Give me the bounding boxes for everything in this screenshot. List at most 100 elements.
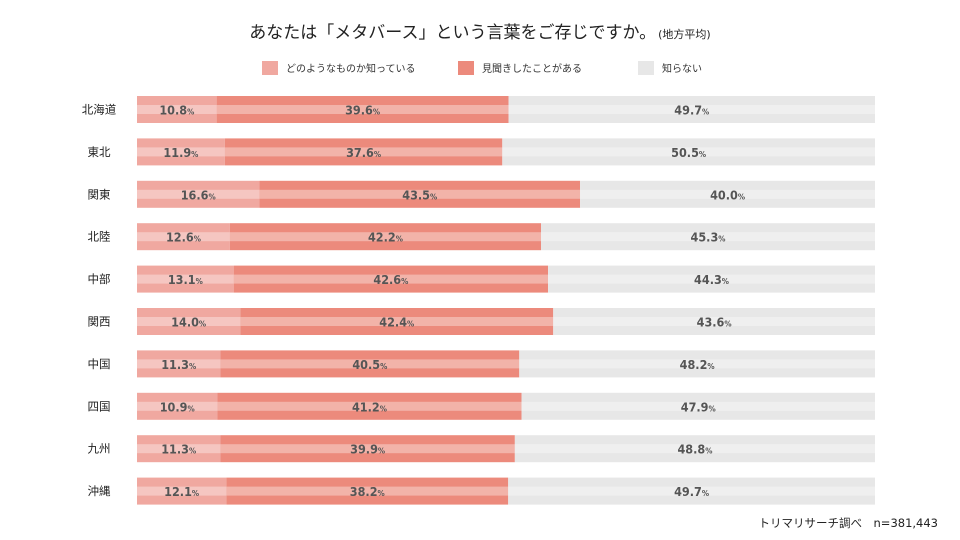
- data-label-heard: 42.4%: [379, 315, 414, 330]
- bar-segment-dont-know: [508, 477, 875, 505]
- legend-swatch-know-well: [262, 60, 278, 75]
- data-label-know-well: 11.9%: [163, 145, 198, 160]
- bar-stripe-know-well: [137, 232, 230, 242]
- data-label-heard: 39.6%: [345, 103, 380, 118]
- bar-segment-know-well: [137, 223, 230, 251]
- category-label: 四国: [88, 399, 111, 413]
- data-label-know-well: 12.6%: [166, 230, 201, 245]
- bar-segment-dont-know: [514, 435, 875, 463]
- bar-stripe-heard: [226, 486, 509, 496]
- chart-title: あなたは「メタバース」という言葉をご存じですか。 (地方平均): [0, 18, 960, 43]
- data-label-know-well: 16.6%: [181, 187, 216, 202]
- legend-item-heard: 見聞きしたことがある: [458, 60, 582, 75]
- bar-stripe-dont-know: [502, 147, 875, 157]
- data-label-heard: 39.9%: [350, 442, 385, 457]
- bar-segment-dont-know: [502, 138, 875, 166]
- legend-label-know-well: どのようなものか知っている: [286, 64, 416, 75]
- bar-stripe-dont-know: [514, 444, 875, 454]
- category-label: 北海道: [82, 103, 117, 117]
- bar-segment-dont-know: [508, 96, 875, 123]
- data-label-heard: 40.5%: [352, 357, 387, 372]
- bar-stripe-heard: [229, 232, 542, 242]
- category-label: 関西: [88, 315, 111, 329]
- chart-title-text: あなたは「メタバース」という言葉をご存じですか。: [249, 23, 657, 43]
- data-label-dont-know: 47.9%: [681, 399, 716, 414]
- bar-segment-heard: [229, 223, 542, 251]
- bar-segment-heard: [224, 138, 503, 166]
- bar-segment-heard: [220, 435, 515, 463]
- category-label: 中部: [88, 272, 111, 286]
- bar-stripe-know-well: [137, 274, 234, 284]
- bar-stripe-heard: [220, 359, 520, 369]
- bar-stripe-heard: [216, 105, 509, 114]
- bar-segment-dont-know: [548, 265, 875, 293]
- data-label-know-well: 10.8%: [159, 103, 194, 118]
- bar-stripe-dont-know: [521, 401, 875, 411]
- data-label-heard: 37.6%: [346, 145, 381, 160]
- bar-stripe-know-well: [137, 486, 227, 496]
- bar-stripe-dont-know: [553, 317, 875, 326]
- bar-stripe-heard: [224, 147, 503, 157]
- bar-segment-heard: [226, 477, 509, 505]
- bar-stripe-know-well: [137, 105, 217, 114]
- bar-segment-know-well: [137, 138, 225, 166]
- source-note: トリマリサーチ調べ n=381,443: [758, 516, 938, 530]
- bar-segment-know-well: [137, 435, 221, 463]
- legend-item-dont-know: 知らない: [638, 60, 702, 75]
- bar-stripe-know-well: [137, 444, 221, 454]
- bar-stripe-know-well: [137, 359, 221, 369]
- data-label-dont-know: 48.8%: [677, 442, 712, 457]
- bar-stripe-heard: [233, 274, 549, 284]
- bar-stripe-dont-know: [508, 486, 875, 496]
- data-label-dont-know: 49.7%: [674, 103, 709, 118]
- data-label-know-well: 13.1%: [168, 272, 203, 287]
- category-label: 沖縄: [88, 484, 111, 498]
- bar-stripe-know-well: [137, 401, 218, 411]
- data-label-heard: 43.5%: [402, 187, 437, 202]
- bar-segment-heard: [216, 96, 509, 123]
- bar-stripe-know-well: [137, 317, 241, 326]
- bar-stripe-heard: [240, 317, 554, 326]
- bar-stripe-heard: [217, 401, 522, 411]
- bar-stripe-know-well: [137, 189, 260, 199]
- bar-segment-dont-know: [521, 392, 875, 420]
- data-label-heard: 42.6%: [373, 272, 408, 287]
- category-label: 北陸: [88, 230, 111, 244]
- data-label-dont-know: 40.0%: [710, 187, 745, 202]
- data-label-know-well: 14.0%: [171, 315, 206, 330]
- bar-segment-know-well: [137, 308, 241, 335]
- bar-segment-know-well: [137, 265, 234, 293]
- bar-segment-know-well: [137, 96, 217, 123]
- bar-segment-heard: [259, 180, 581, 208]
- data-label-dont-know: 43.6%: [697, 315, 732, 330]
- bar-stripe-heard: [259, 189, 581, 199]
- data-label-dont-know: 45.3%: [691, 230, 726, 245]
- bar-stripe-know-well: [137, 147, 225, 157]
- data-label-dont-know: 48.2%: [680, 357, 715, 372]
- bar-stripe-heard: [220, 444, 515, 454]
- legend-swatch-dont-know: [638, 60, 654, 75]
- category-label: 東北: [88, 145, 111, 159]
- bar-stripe-dont-know: [548, 274, 875, 284]
- bar-segment-know-well: [137, 392, 218, 420]
- legend-swatch-heard: [458, 60, 474, 75]
- data-label-know-well: 10.9%: [160, 399, 195, 414]
- bar-stripe-dont-know: [508, 105, 875, 114]
- bar-segment-heard: [233, 265, 549, 293]
- bar-segment-dont-know: [541, 223, 875, 251]
- legend-label-heard: 見聞きしたことがある: [482, 64, 582, 75]
- bar-stripe-dont-know: [519, 359, 875, 369]
- chart-title-note: (地方平均): [658, 28, 711, 41]
- bar-segment-dont-know: [553, 308, 875, 335]
- bar-segment-heard: [220, 350, 520, 378]
- category-label: 関東: [88, 187, 111, 201]
- bar-segment-know-well: [137, 180, 260, 208]
- bar-stripe-dont-know: [541, 232, 875, 242]
- data-label-heard: 41.2%: [352, 399, 387, 414]
- bar-segment-know-well: [137, 477, 227, 505]
- legend-label-dont-know: 知らない: [662, 64, 702, 75]
- bar-segment-dont-know: [580, 180, 875, 208]
- category-label: 中国: [88, 357, 111, 371]
- legend-item-know-well: どのようなものか知っている: [262, 60, 416, 75]
- data-label-dont-know: 50.5%: [671, 145, 706, 160]
